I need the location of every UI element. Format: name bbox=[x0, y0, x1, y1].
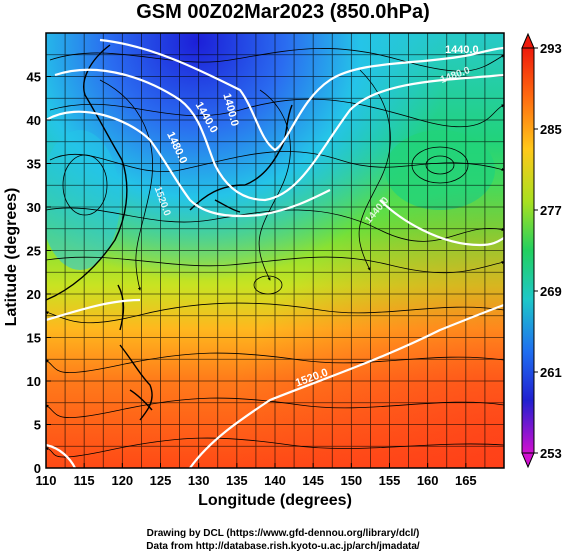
y-tick-label: 25 bbox=[27, 244, 41, 259]
x-tick-label: 120 bbox=[111, 473, 133, 488]
y-axis-label: Latitude (degrees) bbox=[3, 187, 20, 327]
y-tick-label: 15 bbox=[27, 331, 41, 346]
colorbar-tick-label: 253 bbox=[540, 446, 562, 461]
x-tick-label: 135 bbox=[226, 473, 248, 488]
y-tick-label: 40 bbox=[27, 113, 41, 128]
x-tick-label: 110 bbox=[36, 473, 57, 488]
colorbar bbox=[521, 47, 535, 454]
y-tick-label: 20 bbox=[27, 287, 41, 302]
x-tick-label: 130 bbox=[188, 473, 210, 488]
credit-data: Data from http://database.rish.kyoto-u.a… bbox=[146, 541, 420, 552]
x-axis-ticks: 110 115 120 125 130 135 140 145 150 155 160 165 bbox=[36, 463, 477, 488]
grid bbox=[46, 33, 504, 468]
colorbar-ticks: 293 285 277 269 261 253 bbox=[534, 41, 562, 461]
colorbar-min-arrow bbox=[521, 452, 535, 469]
x-tick-label: 125 bbox=[150, 473, 172, 488]
height-contours bbox=[46, 38, 504, 468]
y-tick-label: 5 bbox=[34, 418, 41, 433]
colorbar-tick-label: 269 bbox=[540, 284, 562, 299]
y-tick-label: 45 bbox=[27, 70, 41, 85]
x-tick-label: 150 bbox=[340, 473, 362, 488]
plot-frame bbox=[45, 32, 505, 469]
y-tick-label: 0 bbox=[34, 461, 41, 476]
x-tick-label: 160 bbox=[417, 473, 439, 488]
contour-label: 1440.0 bbox=[445, 44, 479, 56]
y-tick-label: 10 bbox=[27, 374, 41, 389]
x-axis-label: Longitude (degrees) bbox=[198, 492, 352, 509]
y-axis-ticks: 0 5 10 15 20 25 30 35 40 45 bbox=[27, 70, 51, 476]
colorbar-max-arrow bbox=[521, 32, 535, 49]
x-tick-label: 155 bbox=[379, 473, 401, 488]
figure-title: GSM 00Z02Mar2023 (850.0hPa) bbox=[136, 1, 430, 23]
credit-drawing: Drawing by DCL (https://www.gfd-dennou.o… bbox=[146, 528, 420, 539]
colorbar-tick-label: 261 bbox=[540, 365, 562, 380]
x-tick-label: 140 bbox=[264, 473, 286, 488]
x-tick-label: 115 bbox=[74, 473, 95, 488]
colorbar-tick-label: 285 bbox=[540, 122, 562, 137]
colorbar-tick-label: 293 bbox=[540, 41, 562, 56]
x-tick-label: 145 bbox=[302, 473, 324, 488]
colorbar-tick-label: 277 bbox=[540, 203, 562, 218]
y-tick-label: 30 bbox=[27, 200, 41, 215]
y-tick-label: 35 bbox=[27, 157, 41, 172]
x-tick-label: 165 bbox=[455, 473, 477, 488]
